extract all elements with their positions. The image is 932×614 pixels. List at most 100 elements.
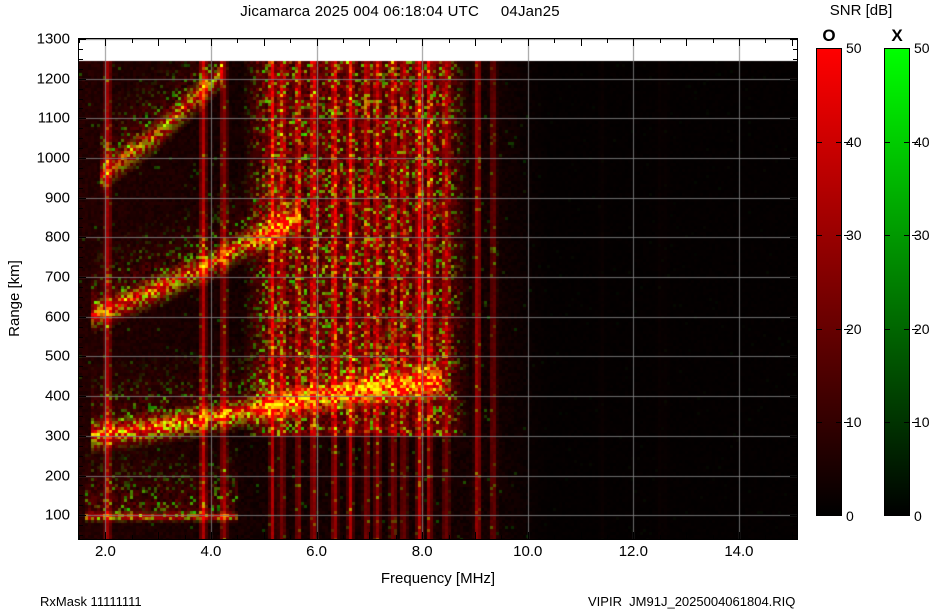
colorbar-tick-label-x: 30 bbox=[914, 227, 930, 244]
x-axis-title: Frequency [MHz] bbox=[380, 570, 496, 587]
y-tick-left bbox=[79, 476, 86, 477]
y-tick-left bbox=[79, 257, 83, 258]
y-tick-left bbox=[79, 208, 83, 209]
rxmask-label: RxMask 11111111 bbox=[40, 594, 142, 609]
y-tick-right bbox=[793, 247, 797, 248]
y-tick-right bbox=[793, 406, 797, 407]
y-tick-right bbox=[793, 505, 797, 506]
y-tick-right bbox=[793, 128, 797, 129]
y-tick-left bbox=[79, 287, 83, 288]
x-tick-top bbox=[739, 39, 740, 46]
x-tick-top bbox=[343, 39, 344, 43]
x-tick-top bbox=[237, 39, 238, 43]
y-tick-left bbox=[79, 178, 83, 179]
y-tick-left bbox=[79, 485, 83, 486]
x-tick-top bbox=[713, 39, 714, 43]
x-tick-top bbox=[475, 39, 476, 46]
y-tick-left bbox=[79, 227, 83, 228]
colorbar-tick-mark bbox=[904, 422, 910, 424]
y-tick-right bbox=[793, 108, 797, 109]
colorbar-tick-mark bbox=[816, 422, 822, 424]
y-tick-left bbox=[79, 396, 86, 397]
colorbar-tick-label-o: 30 bbox=[846, 227, 862, 244]
x-tick-bottom bbox=[290, 535, 291, 539]
y-tick-left bbox=[79, 218, 83, 219]
x-tick-top bbox=[607, 39, 608, 43]
x-tick-bottom bbox=[449, 535, 450, 539]
x-tick-label: 14.0 bbox=[724, 543, 754, 560]
x-tick-top bbox=[264, 39, 265, 46]
x-tick-top bbox=[686, 39, 687, 46]
x-tick-bottom bbox=[660, 535, 661, 539]
y-tick-right bbox=[793, 287, 797, 288]
y-tick-label: 1200 bbox=[36, 70, 70, 88]
y-tick-right bbox=[793, 535, 797, 536]
y-tick-right bbox=[790, 118, 797, 119]
colorbar-tick-mark bbox=[884, 328, 890, 330]
x-tick-bottom bbox=[607, 535, 608, 539]
x-tick-bottom bbox=[369, 532, 370, 539]
y-tick-right bbox=[793, 148, 797, 149]
colorbar-tick-mark bbox=[816, 235, 822, 237]
y-tick-label: 1300 bbox=[36, 30, 70, 48]
x-tick-top bbox=[396, 39, 397, 43]
y-tick-left bbox=[79, 198, 86, 199]
x-tick-top bbox=[528, 39, 529, 46]
page-title: Jicamarca 2025 004 06:18:04 UTC 04Jan25 bbox=[240, 2, 560, 20]
y-tick-left bbox=[79, 99, 83, 100]
colorbar-tick-mark bbox=[816, 328, 822, 330]
y-tick-right bbox=[793, 416, 797, 417]
y-tick-right bbox=[793, 49, 797, 50]
y-tick-right bbox=[793, 138, 797, 139]
y-tick-right bbox=[793, 267, 797, 268]
y-tick-right bbox=[793, 168, 797, 169]
y-tick-left bbox=[79, 59, 83, 60]
x-tick-bottom bbox=[581, 532, 582, 539]
x-tick-bottom bbox=[317, 532, 318, 539]
y-tick-left bbox=[79, 89, 83, 90]
x-tick-bottom bbox=[264, 532, 265, 539]
y-tick-right bbox=[793, 327, 797, 328]
x-tick-bottom bbox=[211, 532, 212, 539]
y-tick-left bbox=[79, 495, 83, 496]
y-tick-left bbox=[79, 297, 83, 298]
x-tick-bottom bbox=[554, 535, 555, 539]
y-tick-right bbox=[793, 59, 797, 60]
colorbar-o bbox=[816, 48, 842, 516]
y-tick-left bbox=[79, 505, 83, 506]
y-tick-label: 500 bbox=[44, 347, 70, 365]
y-tick-left bbox=[79, 347, 83, 348]
y-tick-right bbox=[793, 297, 797, 298]
colorbar-tick-label-x: 50 bbox=[914, 40, 930, 56]
y-tick-right bbox=[790, 158, 797, 159]
colorbar-tick-label-o: 50 bbox=[846, 40, 862, 56]
y-tick-right bbox=[790, 79, 797, 80]
y-tick-right bbox=[790, 39, 797, 40]
colorbar-tick-mark bbox=[912, 235, 918, 237]
x-tick-bottom bbox=[132, 535, 133, 539]
colorbar-title: SNR [dB] bbox=[829, 2, 893, 19]
x-tick-bottom bbox=[475, 532, 476, 539]
x-tick-label: 12.0 bbox=[618, 543, 648, 560]
y-tick-left bbox=[79, 515, 86, 516]
x-tick-bottom bbox=[396, 535, 397, 539]
y-tick-right bbox=[793, 208, 797, 209]
x-tick-top bbox=[792, 39, 793, 46]
x-tick-bottom bbox=[792, 532, 793, 539]
y-tick-right bbox=[793, 89, 797, 90]
y-tick-right bbox=[793, 257, 797, 258]
x-tick-top bbox=[449, 39, 450, 43]
colorbar-tick-mark bbox=[844, 141, 850, 143]
y-tick-left bbox=[79, 327, 83, 328]
x-tick-bottom bbox=[185, 535, 186, 539]
x-tick-top bbox=[660, 39, 661, 43]
x-tick-label: 10.0 bbox=[513, 543, 543, 560]
y-tick-left bbox=[79, 128, 83, 129]
y-tick-left bbox=[79, 267, 83, 268]
y-tick-label: 600 bbox=[44, 308, 70, 326]
y-tick-label: 100 bbox=[44, 506, 70, 524]
colorbar-tick-mark bbox=[836, 422, 842, 424]
colorbar-tick-mark bbox=[884, 235, 890, 237]
colorbar-tick-label-o: 10 bbox=[846, 414, 862, 431]
